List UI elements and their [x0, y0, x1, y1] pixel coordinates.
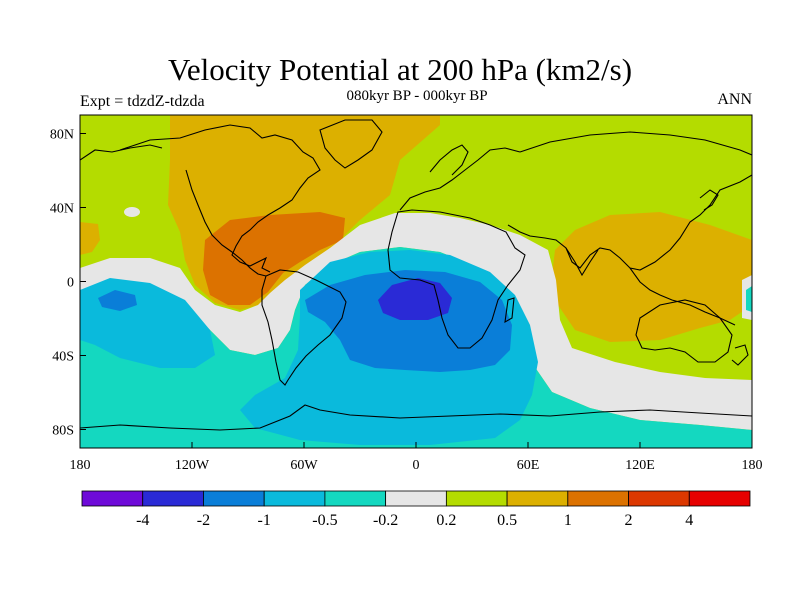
colorbar-level-label: 2 — [625, 512, 633, 529]
colorbar: -4 -2 -1 -0.5 -0.2 0.2 0.5 1 2 4 — [81, 490, 751, 529]
colorbar-swatch — [628, 490, 690, 507]
longitude-axis: 180 120W 60W 0 60E 120E 180 — [70, 442, 763, 473]
colorbar-level-label: 4 — [685, 512, 693, 529]
colorbar-level-label: 0.5 — [497, 512, 517, 529]
lon-tick-label: 0 — [413, 458, 420, 473]
colorbar-swatch — [445, 490, 508, 507]
coastlines — [80, 119, 752, 431]
contour-negative-blue-atlantic — [305, 270, 512, 372]
lon-tick-label: 180 — [70, 458, 91, 473]
lon-tick-label: 60E — [517, 458, 540, 473]
colorbar-level-label: -4 — [136, 512, 149, 529]
colorbar-level-label: -1 — [258, 512, 271, 529]
lat-tick-label: 40S — [52, 350, 74, 365]
colorbar-swatch — [506, 490, 569, 507]
coastline-greenland — [319, 119, 383, 169]
colorbar-level-label: 0.2 — [436, 512, 456, 529]
lat-tick-label: 80N — [50, 128, 74, 143]
contour-negative-blue-pacific — [98, 290, 137, 311]
lat-tick-label: 80S — [52, 424, 74, 439]
colorbar-swatch — [324, 490, 387, 507]
coastline-india — [565, 247, 599, 277]
colorbar-level-label: -0.5 — [312, 512, 337, 529]
experiment-label: Expt = tdzdZ-tdzda — [80, 93, 205, 110]
contour-positive-orange-west-edge — [80, 222, 100, 255]
coastline-australia — [635, 299, 733, 363]
contour-positive-darkorange-west — [203, 212, 345, 305]
coastline-alaska — [80, 144, 163, 161]
lon-tick-label: 120W — [175, 458, 210, 473]
map-title: Velocity Potential at 200 hPa (km2/s) — [167, 52, 633, 87]
lat-tick-label: 40N — [50, 202, 74, 217]
latitude-axis: 80N 40N 0 40S 80S — [50, 128, 86, 439]
coastline-africa — [387, 209, 526, 349]
coastline-japan — [699, 189, 719, 211]
coastline-europe — [399, 147, 521, 211]
colorbar-swatch — [81, 490, 144, 507]
coastline-central-america — [185, 169, 267, 277]
coastline-south-america — [261, 269, 347, 386]
colorbar-swatch — [203, 490, 265, 507]
coastline-new-zealand — [731, 344, 749, 366]
colorbar-swatch — [567, 490, 629, 507]
contour-neutral-patch — [124, 207, 140, 217]
colorbar-swatch — [263, 490, 326, 507]
lon-tick-label: 180 — [742, 458, 763, 473]
colorbar-level-label: -2 — [197, 512, 210, 529]
map-subtitle: 080kyr BP - 000kyr BP — [346, 88, 488, 104]
colorbar-level-label: 1 — [564, 512, 572, 529]
colorbar-swatch — [142, 490, 204, 507]
coastline-antarctica — [80, 404, 752, 431]
coastline-asia — [507, 131, 752, 271]
coastline-north-america — [119, 124, 321, 273]
colorbar-level-label: -0.2 — [373, 512, 398, 529]
contour-positive-orange-east — [552, 212, 752, 342]
contour-neutral-band — [80, 213, 752, 430]
contour-negative-teal-east — [746, 286, 752, 312]
coastline-scandinavia — [429, 144, 469, 176]
lat-tick-label: 0 — [67, 276, 74, 291]
velocity-potential-field — [80, 115, 752, 448]
coastline-madagascar — [504, 297, 515, 324]
colorbar-swatch — [385, 490, 447, 507]
lon-tick-label: 60W — [290, 458, 318, 473]
season-label: ANN — [717, 91, 752, 108]
lon-tick-label: 120E — [625, 458, 655, 473]
colorbar-swatch — [688, 490, 751, 507]
coastline-southeast-asia — [629, 267, 736, 326]
contour-negative-deepblue-africa — [378, 278, 452, 320]
